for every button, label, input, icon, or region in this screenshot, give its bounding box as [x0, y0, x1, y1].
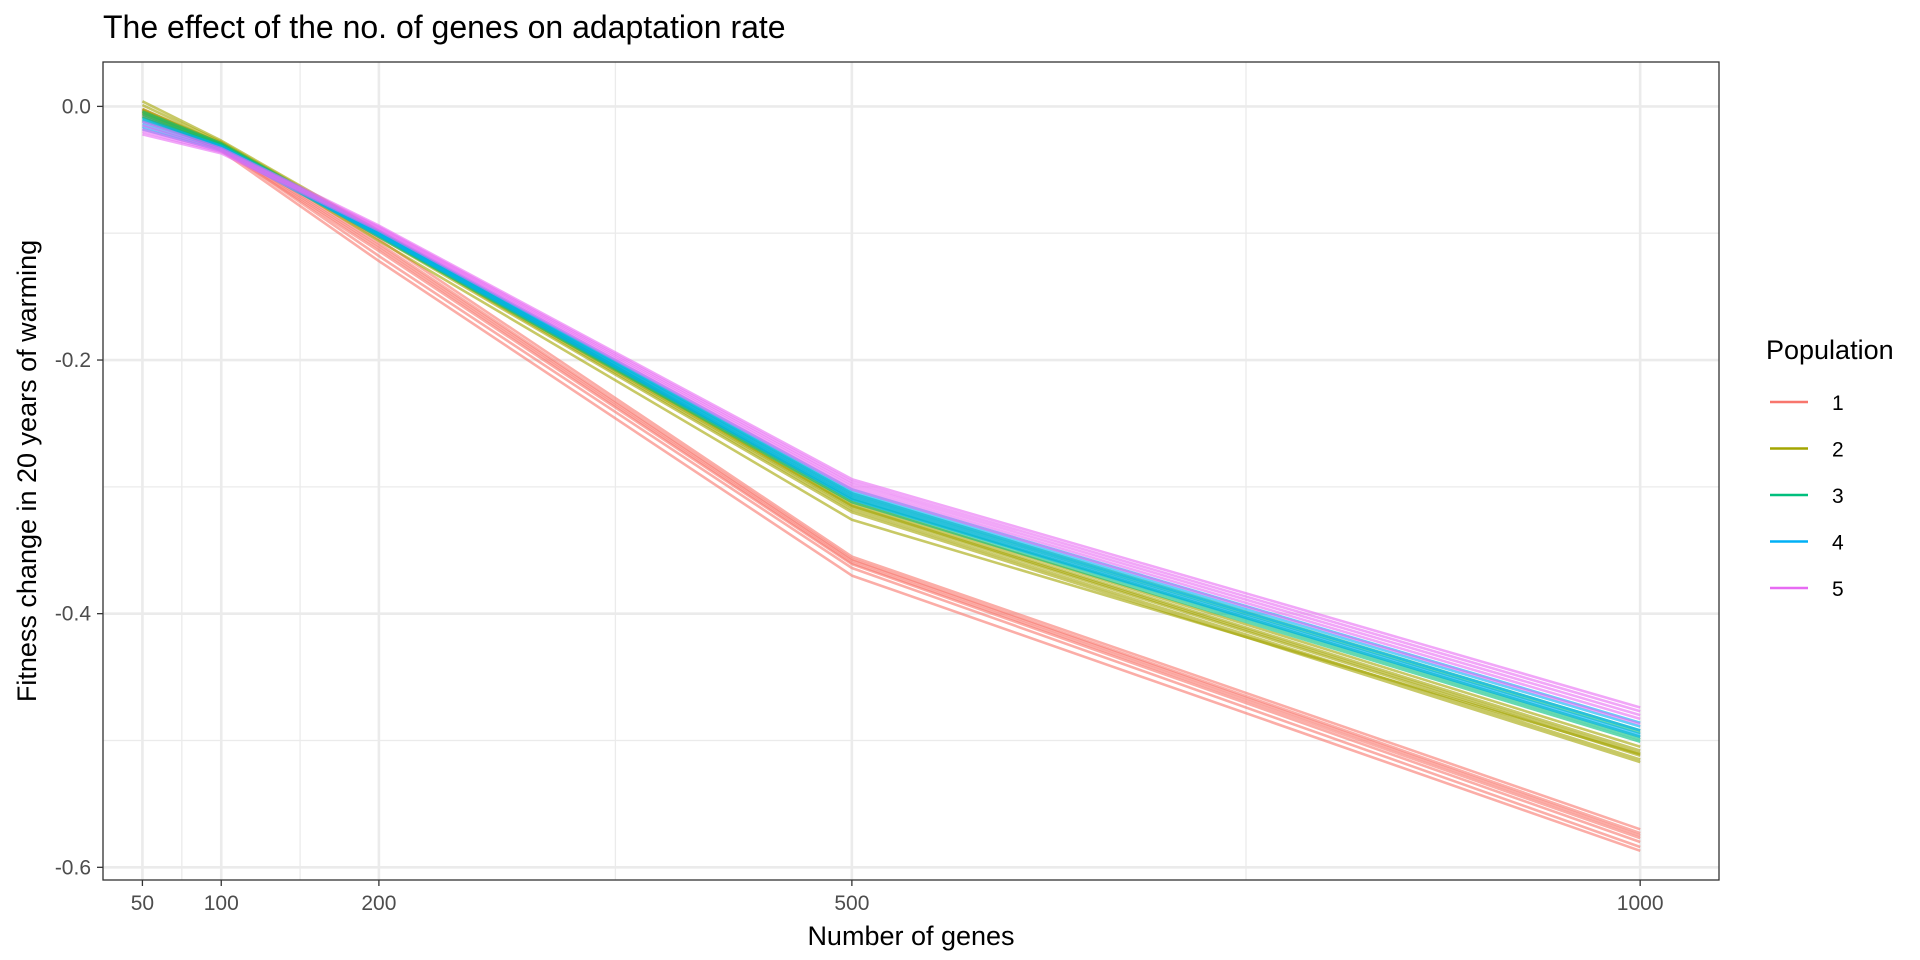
- series-5-run-line: [142, 133, 1641, 726]
- legend-item-3: 3: [1770, 485, 1844, 508]
- series-lines: [141, 100, 1641, 853]
- y-tick-label: -0.6: [55, 856, 91, 879]
- series-5: [141, 120, 1641, 726]
- legend-item-1: 1: [1770, 392, 1844, 415]
- y-tick-label: -0.4: [55, 603, 92, 626]
- x-axis: 50 100 200 500 1000: [131, 880, 1664, 915]
- x-tick-label: 50: [131, 892, 154, 915]
- y-axis-title: Fitness change in 20 years of warming: [12, 240, 42, 702]
- y-axis: 0.0 -0.2 -0.4 -0.6: [55, 95, 103, 879]
- y-tick-label: -0.2: [55, 349, 91, 372]
- panel-border: [102, 61, 1720, 881]
- x-tick-label: 100: [204, 892, 239, 915]
- legend-label: 4: [1832, 532, 1844, 555]
- legend-item-2: 2: [1770, 439, 1844, 462]
- x-tick-label: 200: [361, 892, 396, 915]
- legend-label: 3: [1832, 485, 1844, 508]
- x-axis-title: Number of genes: [807, 921, 1014, 951]
- legend-label: 5: [1832, 578, 1844, 601]
- legend-item-5: 5: [1770, 578, 1844, 601]
- legend-title: Population: [1766, 335, 1894, 365]
- x-tick-label: 500: [834, 892, 869, 915]
- major-gridlines: [103, 62, 1719, 880]
- y-tick-label: 0.0: [62, 95, 91, 118]
- legend-label: 1: [1832, 392, 1844, 415]
- legend: Population 1 2 3 4 5: [1766, 335, 1894, 601]
- legend-item-4: 4: [1770, 532, 1844, 555]
- x-tick-label: 1000: [1617, 892, 1664, 915]
- legend-label: 2: [1832, 439, 1844, 462]
- chart-title: The effect of the no. of genes on adapta…: [103, 9, 786, 45]
